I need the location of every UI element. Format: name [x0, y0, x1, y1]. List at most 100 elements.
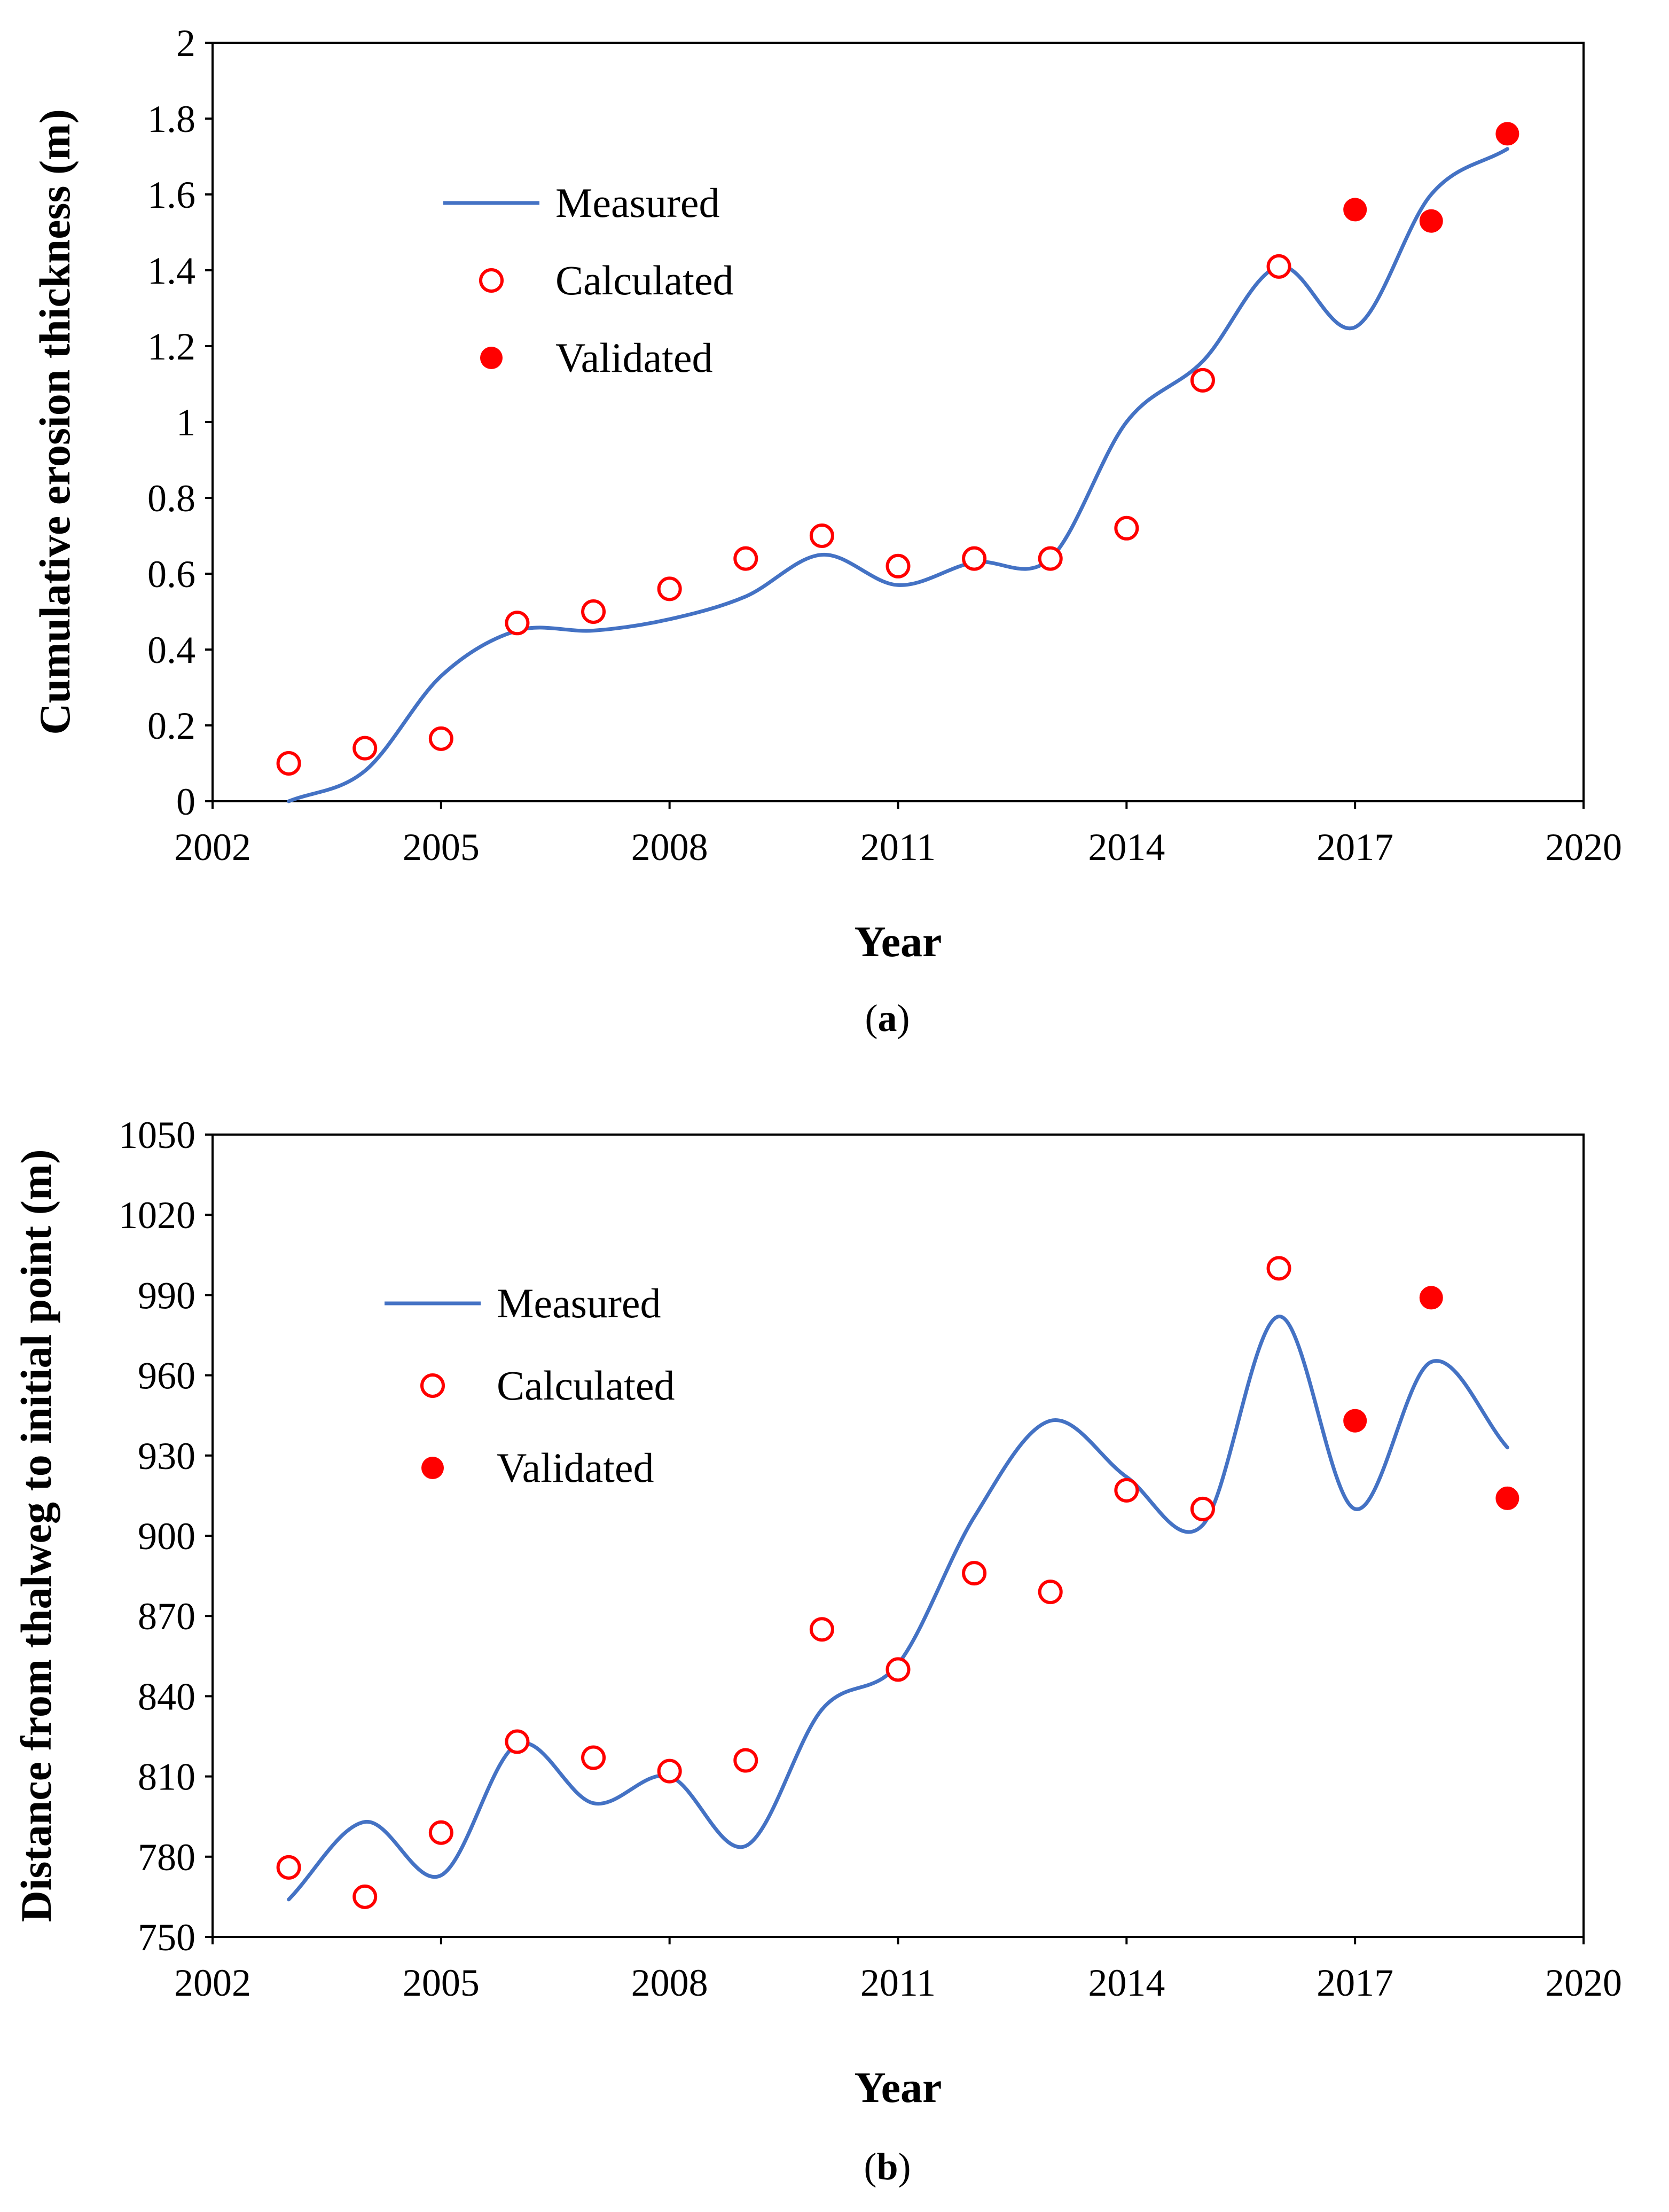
x-tick-label: 2011 [860, 826, 936, 869]
y-tick-label: 0.4 [147, 629, 195, 671]
validated-point [1496, 122, 1518, 145]
legend-label: Calculated [555, 257, 734, 303]
y-tick-label: 840 [138, 1675, 195, 1718]
calculated-point [583, 1747, 604, 1769]
calculated-point [506, 1731, 528, 1753]
measured-line [289, 1316, 1508, 1899]
y-tick-label: 1050 [119, 1114, 195, 1156]
calculated-point [888, 556, 909, 577]
calculated-point [811, 525, 833, 546]
y-tick-label: 870 [138, 1595, 195, 1638]
x-tick-label: 2017 [1317, 1961, 1393, 2004]
x-tick-label: 2005 [403, 1961, 480, 2004]
calculated-point [278, 1857, 300, 1878]
y-tick-label: 1.6 [147, 174, 195, 216]
y-tick-label: 1.4 [147, 249, 195, 292]
calculated-point [1268, 256, 1290, 277]
legend-open-circle-swatch [481, 270, 502, 291]
chart-panel-b: 750 780 810 840 870 900 930 960 990 1020 1050 2002 2… [12, 1114, 1622, 2188]
y-axis-title: Distance from thalweg to initial point (… [12, 1149, 60, 1922]
figure: 0 0.2 0.4 0.6 0.8 1 1.2 1.4 1.6 1.8 2 2002 2005 2008 2… [0, 0, 1669, 2212]
panel-label-open: ( [864, 2145, 876, 2188]
y-axis-title: Cumulative erosion thickness (m) [30, 109, 79, 735]
calculated-point [811, 1619, 833, 1640]
y-tick-label: 1020 [119, 1194, 195, 1237]
plot-area-frame [213, 43, 1584, 801]
measured-line [289, 149, 1508, 801]
x-tick-label: 2002 [174, 826, 251, 869]
legend-filled-circle-swatch [480, 347, 503, 369]
x-tick-label: 2014 [1088, 1961, 1165, 2004]
validated-point [1496, 1487, 1518, 1510]
panel-label-close: ) [897, 997, 910, 1039]
legend-label: Calculated [497, 1362, 675, 1409]
panel-label-letter: a [878, 997, 897, 1039]
calculated-point [354, 1886, 375, 1908]
calculated-point [659, 1761, 680, 1782]
y-tick-label: 0.6 [147, 553, 195, 596]
calculated-point [506, 612, 528, 634]
legend-label: Measured [555, 179, 720, 226]
y-tick-label: 780 [138, 1836, 195, 1879]
legend-label: Validated [497, 1444, 654, 1491]
calculated-point [659, 578, 680, 599]
y-tick-label: 900 [138, 1515, 195, 1558]
calculated-point [963, 548, 985, 569]
plot-area-frame [213, 1135, 1584, 1937]
calculated-point [430, 728, 452, 749]
validated-point [1420, 210, 1443, 232]
x-tick-label: 2017 [1317, 826, 1393, 869]
y-tick-label: 1.8 [147, 98, 195, 140]
x-tick-label: 2008 [631, 826, 708, 869]
validated-point [1344, 198, 1366, 221]
validated-point [1420, 1286, 1443, 1309]
calculated-point [888, 1659, 909, 1680]
legend-open-circle-swatch [422, 1375, 443, 1396]
calculated-point [1116, 518, 1137, 539]
y-tick-label: 1 [176, 401, 195, 444]
panel-label: (b) [864, 2145, 911, 2188]
calculated-point [354, 738, 375, 759]
calculated-point [1116, 1480, 1137, 1501]
legend-label: Validated [555, 334, 713, 381]
calculated-point [1268, 1257, 1290, 1279]
x-tick-label: 2005 [403, 826, 480, 869]
x-tick-label: 2020 [1545, 826, 1622, 869]
x-tick-label: 2011 [860, 1961, 936, 2004]
x-tick-label: 2002 [174, 1961, 251, 2004]
y-tick-label: 810 [138, 1756, 195, 1799]
calculated-point [583, 601, 604, 622]
validated-point [1344, 1410, 1366, 1432]
panel-label: (a) [865, 997, 910, 1039]
y-tick-label: 2 [176, 22, 195, 65]
calculated-point [1192, 1498, 1213, 1520]
y-tick-label: 750 [138, 1916, 195, 1959]
y-tick-label: 960 [138, 1355, 195, 1397]
x-axis-title: Year [855, 2063, 942, 2112]
x-axis-title: Year [855, 917, 942, 966]
panel-label-open: ( [865, 997, 878, 1039]
y-tick-label: 990 [138, 1274, 195, 1317]
y-tick-label: 0.2 [147, 705, 195, 747]
calculated-point [1192, 370, 1213, 391]
legend: Measured Calculated Validated [385, 1280, 675, 1491]
y-tick-label: 0.8 [147, 477, 195, 520]
calculated-point [1040, 1581, 1061, 1603]
panel-label-letter: b [876, 2145, 898, 2188]
legend: Measured Calculated Validated [443, 179, 734, 381]
x-tick-label: 2020 [1545, 1961, 1622, 2004]
chart-panel-a: 0 0.2 0.4 0.6 0.8 1 1.2 1.4 1.6 1.8 2 2002 2005 2008 2… [30, 22, 1622, 1039]
x-tick-label: 2008 [631, 1961, 708, 2004]
calculated-point [735, 1750, 756, 1771]
x-tick-label: 2014 [1088, 826, 1165, 869]
y-tick-label: 0 [176, 780, 195, 823]
calculated-point [963, 1562, 985, 1584]
calculated-point [430, 1822, 452, 1843]
calculated-point [735, 548, 756, 569]
y-tick-label: 930 [138, 1435, 195, 1478]
panel-label-close: ) [898, 2145, 911, 2188]
y-tick-label: 1.2 [147, 325, 195, 368]
legend-label: Measured [497, 1280, 661, 1326]
calculated-point [278, 753, 300, 774]
legend-filled-circle-swatch [421, 1457, 444, 1479]
